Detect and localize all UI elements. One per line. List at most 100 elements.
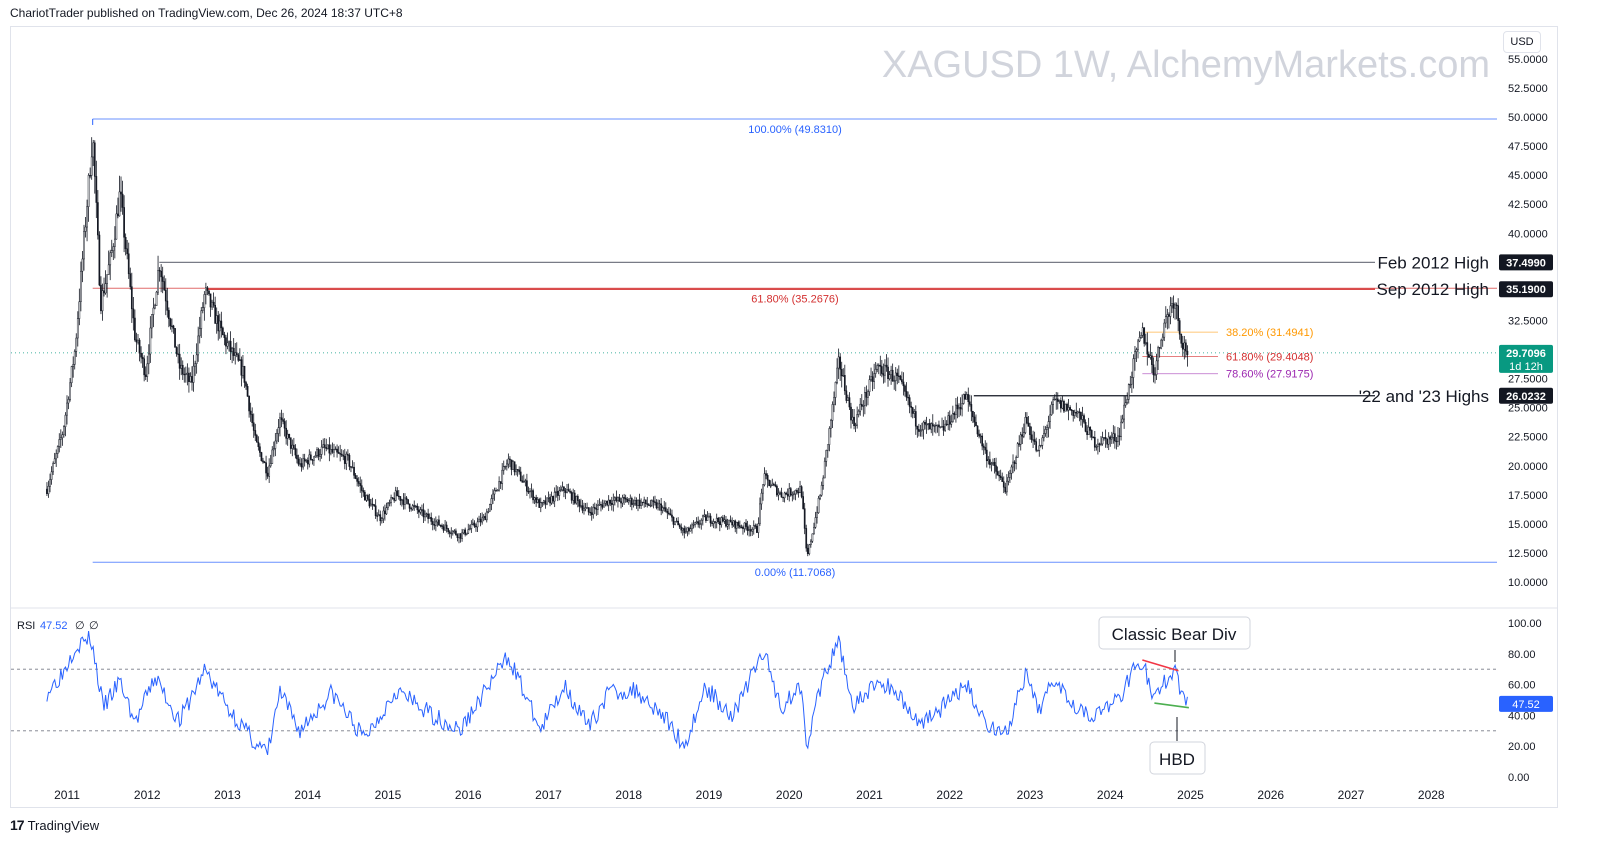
candle-body (160, 270, 162, 278)
candle-body (351, 466, 354, 469)
candle-body (181, 364, 184, 375)
candle-body (647, 504, 650, 506)
candle-body (632, 503, 635, 505)
candle-body (354, 475, 357, 479)
rsi-line (46, 631, 1188, 756)
candle-body (595, 508, 598, 510)
candle-body (748, 529, 750, 531)
candle-body (668, 512, 670, 515)
candle-body (462, 529, 465, 534)
candle-body (1026, 416, 1028, 424)
candle-body (569, 491, 571, 493)
candle-body (959, 406, 962, 410)
candle-body (944, 423, 946, 431)
candle-body (953, 413, 956, 416)
candle-body (1069, 407, 1071, 411)
candle-body (578, 500, 581, 507)
candle-body (149, 327, 152, 355)
candle-body (83, 231, 85, 260)
candle-body (411, 505, 414, 510)
candle-body (144, 374, 147, 377)
candle-body (1024, 416, 1027, 433)
candle-body (254, 430, 257, 436)
candle-body (441, 525, 443, 527)
candle-body (174, 328, 176, 348)
candle-body (828, 428, 831, 445)
candle-body (430, 517, 433, 522)
candle-body (1109, 436, 1112, 440)
candle-body (246, 386, 249, 397)
candle-body (63, 426, 65, 435)
candle-body (543, 500, 545, 503)
candle-body (225, 337, 227, 347)
candle-body (439, 524, 442, 527)
candle-body (1063, 401, 1065, 412)
candle-body (694, 522, 696, 525)
candle-body (117, 213, 119, 217)
candle-body (742, 526, 744, 529)
candle-body (1158, 347, 1161, 349)
candle-body (146, 363, 149, 377)
candle-body (575, 496, 578, 504)
rsi-tick-label: 60.00 (1508, 680, 1536, 692)
candle-body (459, 533, 462, 539)
candle-body (464, 529, 467, 535)
candle-body (884, 364, 886, 376)
candle-body (339, 453, 342, 455)
candle-body (1186, 350, 1189, 355)
candle-body (1064, 403, 1067, 412)
candle-body (1027, 422, 1030, 427)
candle-body (151, 314, 153, 329)
candle-body (296, 454, 298, 460)
candle-body (348, 455, 351, 467)
candle-body (1163, 322, 1166, 338)
candle-body (245, 382, 247, 387)
candle-body (604, 500, 607, 504)
candle-body (539, 502, 542, 508)
candle-body (1067, 407, 1070, 411)
candle-body (492, 493, 494, 499)
candle-body (948, 415, 951, 425)
time-tick-label: 2015 (375, 788, 402, 802)
candles-group (46, 137, 1189, 557)
candle-body (598, 504, 601, 506)
tradingview-footer[interactable]: 17 TradingView (10, 817, 99, 833)
currency-button[interactable]: USD (1503, 31, 1541, 53)
candle-body (425, 513, 428, 515)
candle-body (1107, 436, 1110, 445)
candle-body (113, 238, 116, 247)
candle-body (938, 424, 940, 428)
candle-body (774, 484, 777, 487)
candle-body (373, 504, 375, 507)
candle-body (195, 354, 198, 364)
candle-body (92, 142, 95, 158)
price-tick-label: 42.5000 (1508, 199, 1548, 211)
candle-body (1101, 437, 1104, 445)
candle-body (589, 511, 592, 514)
candle-body (1081, 415, 1084, 420)
candle-body (708, 515, 710, 518)
candle-body (817, 497, 820, 513)
candle-body (482, 516, 485, 519)
candle-body (879, 364, 882, 367)
candle-body (924, 421, 926, 425)
candle-body (698, 523, 701, 525)
candle-body (1030, 434, 1033, 440)
candle-body (919, 430, 922, 432)
rsi-tick-label: 80.00 (1508, 649, 1536, 661)
candle-body (1052, 399, 1054, 405)
candle-body (1117, 435, 1119, 442)
candle-body (1181, 343, 1184, 350)
candle-body (364, 491, 366, 501)
candle-body (98, 234, 101, 286)
current-price-badge (1499, 344, 1553, 373)
candle-body (110, 250, 113, 254)
candle-body (272, 448, 275, 451)
candle-body (558, 490, 561, 496)
candle-body (112, 246, 115, 251)
candle-body (530, 490, 533, 492)
candle-body (70, 366, 73, 384)
candle-body (134, 317, 136, 341)
candle-body (1098, 443, 1101, 445)
